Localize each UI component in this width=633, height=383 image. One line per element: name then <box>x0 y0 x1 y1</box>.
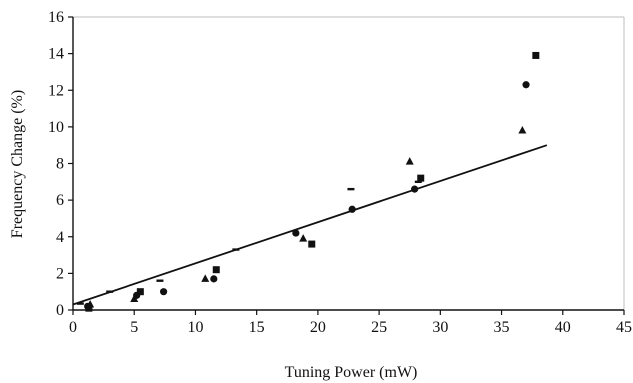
triangle-point <box>130 294 139 303</box>
y-tick-label: 8 <box>56 156 64 173</box>
triangle-point <box>201 274 210 282</box>
circle-point <box>160 288 168 296</box>
dash-point <box>106 290 114 293</box>
x-tick-label: 40 <box>555 319 571 336</box>
x-axis-title: Tuning Power (mW) <box>285 364 418 381</box>
y-tick-label: 0 <box>56 302 64 319</box>
x-tick-label: 10 <box>187 319 203 336</box>
triangle-point <box>518 126 527 134</box>
y-tick-label: 16 <box>48 9 64 26</box>
circle-point <box>411 185 419 193</box>
x-tick-label: 20 <box>310 319 326 336</box>
circle-point <box>210 275 218 283</box>
y-axis-title: Frequency Change (%) <box>9 90 26 238</box>
x-tick-label: 30 <box>432 319 448 336</box>
y-tick-label: 2 <box>56 265 64 282</box>
dash-point <box>156 279 164 282</box>
circle-point <box>522 81 530 89</box>
square-point <box>136 288 144 296</box>
square-point <box>212 266 220 274</box>
square-point <box>417 174 425 182</box>
triangle-point <box>405 157 414 165</box>
x-tick-label: 25 <box>371 319 387 336</box>
circle-point <box>348 205 356 213</box>
y-tick-label: 4 <box>56 229 64 246</box>
y-axis: 0 2 4 6 8 10 12 14 16 <box>48 9 74 319</box>
trendline <box>72 144 548 306</box>
circle-point <box>292 229 300 237</box>
dash-point <box>232 248 240 251</box>
plot-frame <box>73 16 625 310</box>
dash-point <box>347 187 355 191</box>
square-point <box>532 51 540 59</box>
trendline-layer <box>72 144 548 306</box>
x-tick-label: 15 <box>249 319 265 336</box>
y-tick-label: 12 <box>48 82 64 99</box>
x-tick-label: 35 <box>494 319 510 336</box>
x-axis: 0 5 10 15 20 25 30 35 40 45 <box>69 309 632 336</box>
x-tick-label: 0 <box>69 319 77 336</box>
dash-point <box>76 302 84 305</box>
data-points <box>76 51 540 312</box>
x-tick-label: 5 <box>130 319 138 336</box>
x-tick-label: 45 <box>616 319 632 336</box>
triangle-point <box>86 300 95 308</box>
square-point <box>308 240 316 248</box>
dash-point <box>414 180 422 184</box>
y-tick-label: 14 <box>48 46 64 63</box>
y-tick-label: 10 <box>48 119 64 136</box>
triangle-point <box>299 234 308 242</box>
y-tick-label: 6 <box>56 192 64 209</box>
